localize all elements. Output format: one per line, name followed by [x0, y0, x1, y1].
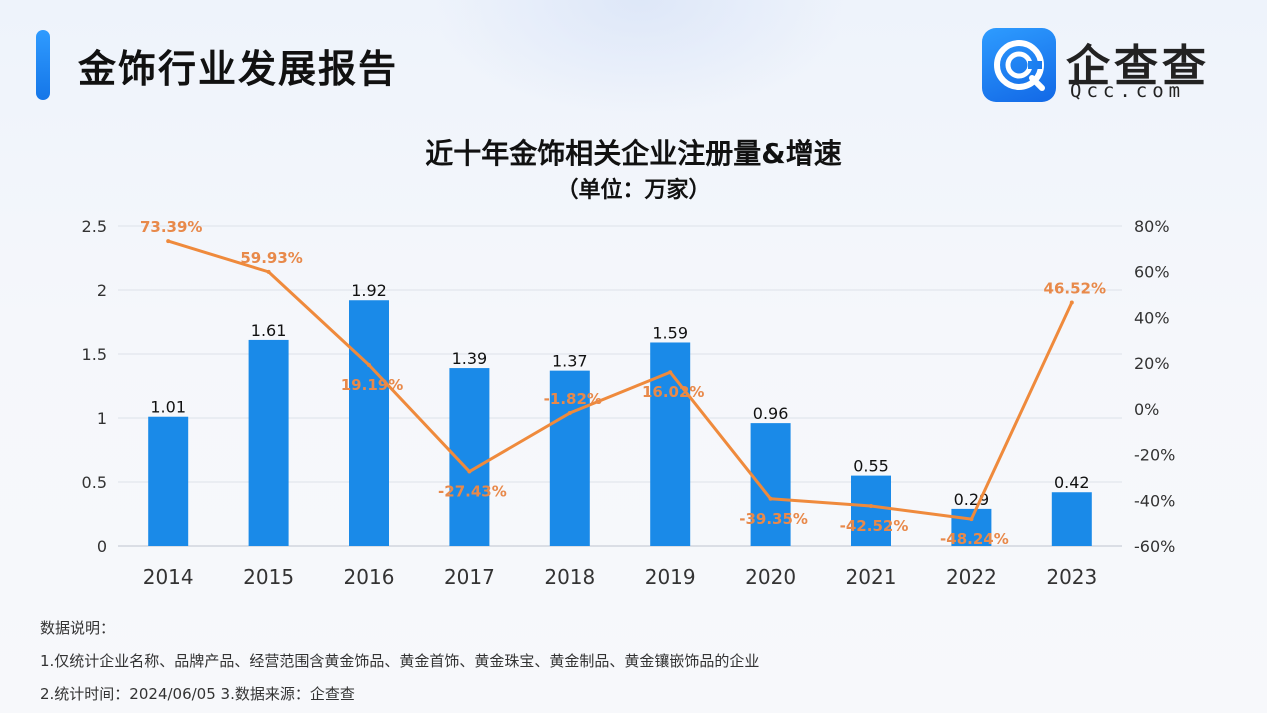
growth-point	[869, 504, 873, 509]
bar	[349, 300, 389, 546]
x-tick-label: 2015	[243, 565, 294, 589]
growth-value-label: 46.52%	[1044, 280, 1106, 298]
growth-point	[266, 269, 271, 274]
growth-value-label: -39.35%	[739, 510, 808, 528]
growth-point	[1069, 300, 1074, 305]
y2-tick-label: 20%	[1134, 354, 1170, 373]
growth-value-label: 19.19%	[341, 376, 403, 394]
growth-point	[467, 469, 472, 474]
y2-tick-label: 40%	[1134, 308, 1170, 327]
growth-value-label: 73.39%	[140, 218, 202, 236]
x-tick-label: 2023	[1046, 565, 1097, 589]
logo-name: 企查查	[1066, 41, 1210, 92]
y-tick-label: 0.5	[82, 473, 107, 492]
logo-url: Qcc.com	[1070, 80, 1186, 102]
x-tick-label: 2021	[846, 565, 897, 589]
chart-title: 近十年金饰相关企业注册量&增速	[425, 137, 842, 170]
x-tick-label: 2017	[444, 565, 495, 589]
bar	[851, 475, 891, 546]
bar-value-label: 1.01	[150, 398, 186, 417]
qcc-logo-icon	[982, 28, 1056, 102]
chart-subtitle: （单位：万家）	[556, 178, 711, 203]
y-tick-label: 0	[97, 537, 107, 556]
growth-value-label: -27.43%	[438, 483, 507, 501]
bar	[951, 508, 992, 546]
bar	[248, 339, 289, 546]
bar-value-label: 0.29	[954, 490, 990, 509]
growth-point	[768, 496, 773, 501]
growth-point	[166, 239, 171, 244]
bar	[148, 416, 189, 546]
growth-value-label: -48.24%	[940, 530, 1009, 548]
x-tick-label: 2018	[544, 565, 595, 589]
y-tick-label: 2	[97, 281, 107, 300]
y2-tick-label: 80%	[1134, 217, 1170, 236]
growth-value-label: 16.02%	[642, 383, 704, 401]
growth-value-label: -42.52%	[840, 517, 909, 535]
x-tick-label: 2022	[946, 565, 997, 589]
bar-value-label: 1.39	[452, 349, 488, 368]
x-tick-label: 2020	[745, 565, 796, 589]
y2-tick-label: -40%	[1134, 491, 1175, 510]
y-tick-label: 2.5	[82, 217, 107, 236]
bar-value-label: 1.37	[552, 352, 588, 371]
x-tick-label: 2016	[344, 565, 395, 589]
bar-value-label: 0.96	[753, 404, 789, 423]
growth-value-label: -1.82%	[544, 390, 602, 408]
bar	[1051, 492, 1092, 546]
growth-point	[969, 517, 974, 522]
bar-value-label: 1.59	[652, 323, 688, 342]
growth-value-label: 59.93%	[240, 249, 302, 267]
x-tick-label: 2019	[645, 565, 696, 589]
notes-line-2: 2.统计时间：2024/06/05 3.数据来源：企查查	[40, 685, 355, 703]
notes-heading: 数据说明：	[40, 619, 116, 637]
y-tick-label: 1.5	[82, 345, 107, 364]
y2-tick-label: -60%	[1134, 537, 1175, 556]
x-tick-label: 2014	[143, 565, 194, 589]
growth-point	[567, 411, 572, 416]
y-tick-label: 1	[97, 409, 107, 428]
y2-tick-label: 60%	[1134, 263, 1170, 282]
y2-tick-label: -20%	[1134, 446, 1175, 465]
bar-value-label: 1.92	[351, 281, 387, 300]
notes-line-1: 1.仅统计企业名称、品牌产品、经营范围含黄金饰品、黄金首饰、黄金珠宝、黄金制品、…	[40, 652, 760, 670]
page-title: 金饰行业发展报告	[78, 47, 399, 91]
growth-line	[167, 239, 1074, 521]
growth-point	[367, 362, 371, 367]
title-accent-bar	[36, 30, 50, 100]
bar-value-label: 0.55	[853, 457, 889, 476]
bar	[750, 423, 791, 546]
bar-value-label: 1.61	[251, 321, 287, 340]
y2-tick-label: 0%	[1134, 400, 1159, 419]
growth-point	[668, 370, 673, 375]
bar-value-label: 0.42	[1054, 473, 1090, 492]
bar	[549, 370, 590, 546]
